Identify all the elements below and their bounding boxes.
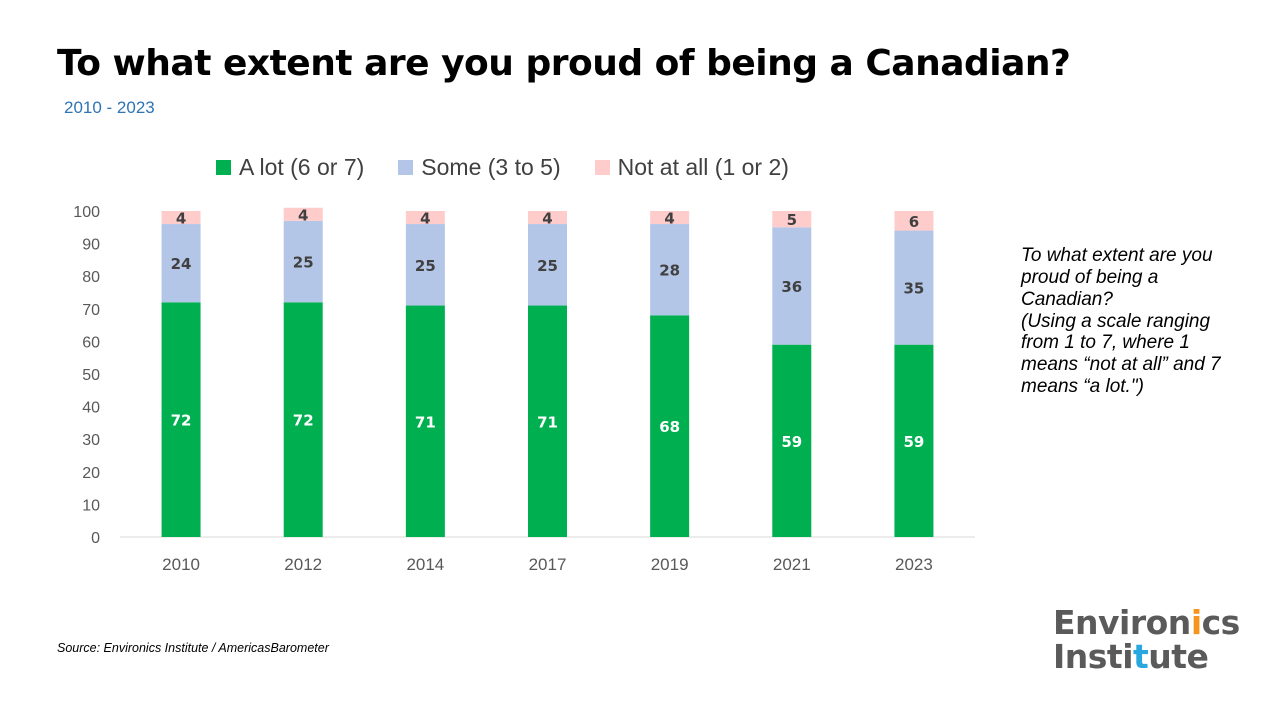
y-tick-label: 30: [82, 432, 100, 449]
data-label: 4: [298, 206, 308, 224]
bar-segment: [894, 230, 934, 345]
data-label: 24: [171, 255, 192, 273]
x-tick-label: 2012: [284, 555, 322, 574]
chart-subtitle: 2010 - 2023: [64, 98, 155, 117]
data-label: 71: [537, 413, 558, 431]
bar-segment: [405, 305, 445, 537]
y-tick-label: 60: [82, 334, 100, 351]
stacked-bar-chart: 0 10 20 30 40 50 60 70 80 90 100 72 24 4 2010 72 25 4 2012…: [73, 204, 975, 574]
legend-swatch-not-at-all: [594, 160, 610, 175]
data-label: 25: [537, 257, 558, 275]
data-label: 59: [903, 433, 924, 451]
y-tick-label: 100: [73, 204, 100, 221]
bar-segment: [283, 302, 323, 537]
legend-item-some: Some (3 to 5): [398, 154, 561, 181]
environics-institute-logo: Environics Institute: [1053, 606, 1240, 674]
y-tick-label: 90: [82, 237, 100, 254]
data-label: 36: [781, 278, 802, 296]
legend-label-a-lot: A lot (6 or 7): [239, 154, 365, 180]
data-label: 6: [909, 213, 919, 231]
bar-segment: [528, 211, 567, 225]
x-tick-label: 2019: [651, 555, 689, 574]
legend-item-not-at-all: Not at all (1 or 2): [594, 154, 789, 181]
bar-segment: [283, 207, 323, 221]
x-tick-label: 2017: [529, 555, 567, 574]
x-tick-label: 2014: [406, 555, 444, 574]
y-tick-label: 20: [82, 465, 100, 482]
chart-title: To what extent are you proud of being a …: [57, 43, 1071, 84]
data-label: 72: [171, 412, 192, 430]
bar-segment: [650, 211, 690, 225]
legend-label-not-at-all: Not at all (1 or 2): [617, 154, 789, 180]
y-tick-label: 40: [82, 400, 100, 417]
bar-segment: [161, 302, 201, 537]
data-label: 72: [293, 412, 314, 430]
bar-segment: [894, 344, 934, 537]
bar-segment: [772, 227, 812, 345]
legend-item-a-lot: A lot (6 or 7): [216, 154, 364, 181]
bar-segment: [161, 211, 201, 225]
bar-segment: [528, 305, 567, 537]
legend-label-some: Some (3 to 5): [421, 154, 561, 180]
data-label: 25: [293, 254, 314, 272]
y-tick-label: 10: [82, 497, 100, 514]
x-tick-label: 2010: [162, 555, 200, 574]
bar-segment: [894, 211, 934, 231]
data-label: 35: [903, 280, 924, 298]
data-label: 4: [176, 210, 186, 228]
bar-segment: [772, 211, 812, 228]
data-label: 4: [664, 210, 674, 228]
bar-segment: [161, 224, 201, 303]
data-label: 68: [659, 418, 680, 436]
legend-swatch-some: [398, 160, 414, 175]
x-tick-label: 2021: [773, 555, 811, 574]
bar-segment: [405, 211, 445, 225]
data-label: 28: [659, 262, 680, 280]
bar-segment: [283, 220, 323, 303]
bar-segment: [405, 224, 445, 306]
logo-line-1: Environics: [1053, 603, 1240, 642]
source-note: Source: Environics Institute / AmericasB…: [57, 641, 329, 655]
legend-swatch-a-lot: [216, 160, 231, 175]
question-note: To what extent are you proud of being a …: [1021, 245, 1221, 398]
logo-line-2: Institute: [1053, 637, 1209, 676]
y-tick-label: 0: [91, 530, 100, 547]
data-label: 4: [420, 210, 430, 228]
y-tick-label: 50: [82, 367, 100, 384]
y-tick-label: 80: [82, 269, 100, 286]
data-label: 4: [542, 210, 552, 228]
data-label: 71: [415, 413, 436, 431]
x-tick-label: 2023: [895, 555, 933, 574]
bar-segment: [772, 344, 812, 537]
bar-segment: [528, 224, 567, 306]
data-label: 5: [787, 211, 797, 229]
question-text: To what extent are you proud of being a …: [1021, 245, 1213, 310]
data-label: 25: [415, 257, 436, 275]
bar-segment: [650, 224, 690, 316]
scale-note: (Using a scale ranging from 1 to 7, wher…: [1021, 310, 1221, 398]
data-label: 59: [781, 433, 802, 451]
y-tick-label: 70: [82, 302, 100, 319]
chart-legend: A lot (6 or 7) Some (3 to 5) Not at all …: [216, 154, 823, 181]
bar-segment: [650, 315, 690, 537]
